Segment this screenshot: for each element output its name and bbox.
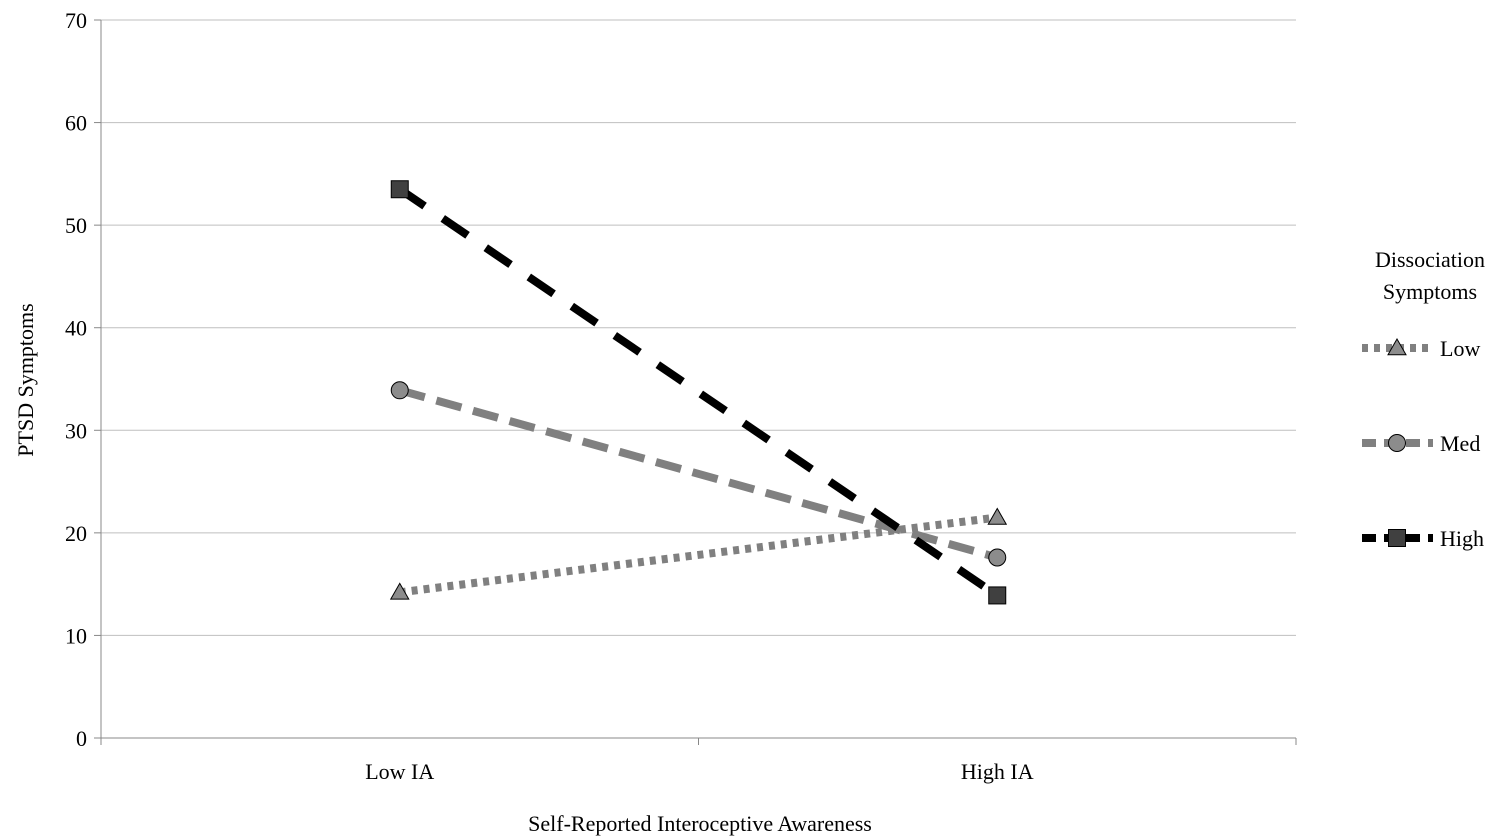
x-axis-label: Self-Reported Interoceptive Awareness xyxy=(528,811,872,836)
legend-marker-low xyxy=(1387,337,1407,356)
point-low-1 xyxy=(987,507,1008,525)
y-tick-label-50: 50 xyxy=(65,213,87,238)
axes xyxy=(94,19,1297,745)
point-med-1 xyxy=(988,548,1007,567)
series-line-med xyxy=(398,386,999,562)
legend-items: Low Med High xyxy=(1362,336,1484,551)
legend-label-low: Low xyxy=(1440,336,1480,361)
point-high-0 xyxy=(390,180,409,199)
y-tick-label-30: 30 xyxy=(65,418,87,443)
x-tick-labels: Low IA High IA xyxy=(365,759,1033,784)
y-tick-labels: 0 10 20 30 40 50 60 70 xyxy=(65,8,87,751)
point-high-1 xyxy=(988,586,1007,605)
y-tick-label-40: 40 xyxy=(65,316,87,341)
legend: Dissociation Symptoms Low Med High xyxy=(1362,247,1485,551)
point-med-0 xyxy=(390,381,409,400)
point-low-0 xyxy=(389,582,410,600)
y-axis-label: PTSD Symptoms xyxy=(13,303,38,456)
series-markers xyxy=(389,180,1008,605)
series-lines xyxy=(397,185,1000,599)
legend-label-high: High xyxy=(1440,526,1484,551)
legend-label-med: Med xyxy=(1440,431,1480,456)
y-tick-label-60: 60 xyxy=(65,111,87,136)
y-tick-label-70: 70 xyxy=(65,8,87,33)
legend-marker-med xyxy=(1388,434,1406,452)
legend-title-line-1: Dissociation xyxy=(1375,247,1485,272)
legend-marker-high xyxy=(1388,529,1406,547)
y-tick-label-20: 20 xyxy=(65,521,87,546)
series-line-high xyxy=(397,185,1000,599)
y-tick-label-10: 10 xyxy=(65,623,87,648)
gridlines xyxy=(101,19,1296,636)
y-tick-label-0: 0 xyxy=(76,726,87,751)
legend-title-line-2: Symptoms xyxy=(1383,279,1477,304)
x-tick-label-0: Low IA xyxy=(365,759,434,784)
series-line-low xyxy=(399,513,998,597)
x-tick-label-1: High IA xyxy=(961,759,1034,784)
